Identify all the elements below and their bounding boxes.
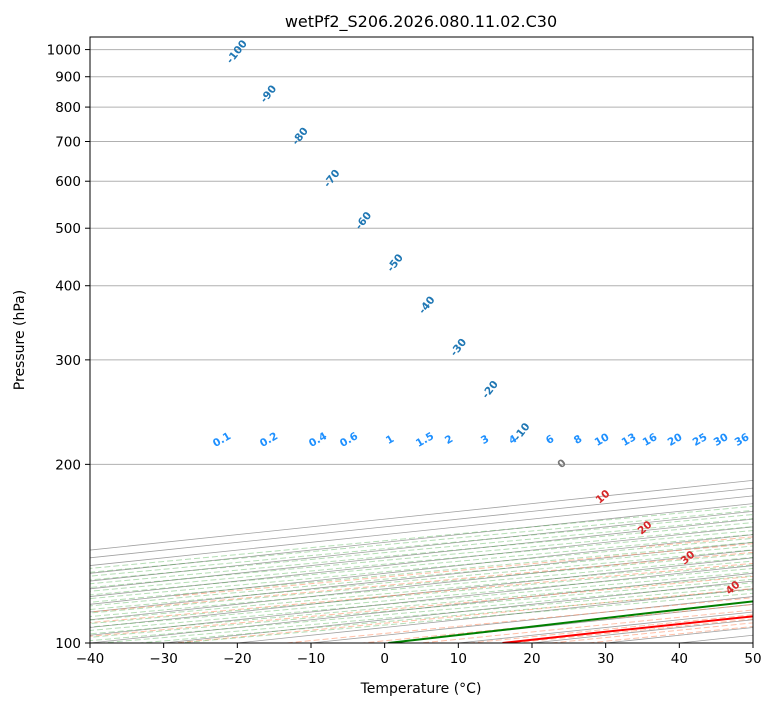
y-tick-label: 1000 xyxy=(47,43,81,59)
y-tick-label: 600 xyxy=(55,174,81,190)
y-tick-label: 800 xyxy=(55,100,81,116)
x-tick-label: 40 xyxy=(671,651,688,667)
x-tick-label: 20 xyxy=(523,651,540,667)
x-tick-label: 50 xyxy=(744,651,761,667)
y-tick-label: 700 xyxy=(55,134,81,150)
y-tick-label: 500 xyxy=(55,221,81,237)
x-tick-label: −20 xyxy=(223,651,252,667)
chart-title: wetPf2_S206.2026.080.11.02.C30 xyxy=(285,12,557,32)
x-tick-label: −30 xyxy=(149,651,178,667)
x-axis-label: Temperature (°C) xyxy=(360,681,482,697)
x-tick-label: 0 xyxy=(380,651,389,667)
y-tick-label: 200 xyxy=(55,457,81,473)
y-tick-label: 900 xyxy=(55,70,81,86)
y-tick-label: 100 xyxy=(55,636,81,652)
y-tick-label: 300 xyxy=(55,353,81,369)
x-tick-label: −10 xyxy=(297,651,326,667)
y-axis-label: Pressure (hPa) xyxy=(12,290,28,390)
x-tick-label: 10 xyxy=(450,651,467,667)
x-tick-label: −40 xyxy=(76,651,105,667)
x-tick-label: 30 xyxy=(597,651,614,667)
y-tick-label: 400 xyxy=(55,279,81,295)
